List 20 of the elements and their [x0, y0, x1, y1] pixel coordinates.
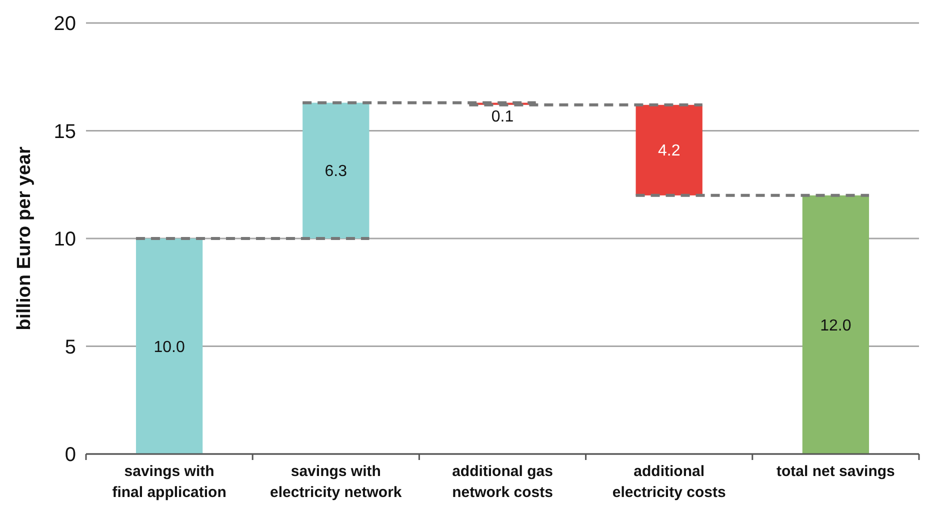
bar: [302, 102, 370, 238]
y-axis-title: billion Euro per year: [14, 146, 35, 330]
x-tick-label: additional gas network costs: [452, 463, 553, 501]
x-tick-label: savings with electricity network: [270, 463, 402, 501]
y-tick-label: 15: [54, 120, 76, 143]
x-tick-label: additional electricity costs: [612, 463, 726, 501]
data-label: 4.2: [658, 142, 680, 160]
y-tick-label: 20: [54, 13, 76, 35]
bar: [636, 104, 702, 196]
bar: [802, 195, 870, 454]
data-label: 12.0: [820, 317, 852, 334]
x-tick-label: total net savings: [776, 463, 895, 480]
y-tick-label: 5: [64, 336, 76, 358]
y-tick-label: 0: [64, 444, 76, 466]
data-label: 10.0: [154, 338, 185, 356]
x-tick-label: savings with final application: [112, 463, 226, 501]
bar: [136, 238, 203, 454]
data-label: 0.1: [491, 108, 514, 126]
data-label: 6.3: [324, 163, 348, 180]
y-tick-label: 10: [54, 228, 76, 250]
